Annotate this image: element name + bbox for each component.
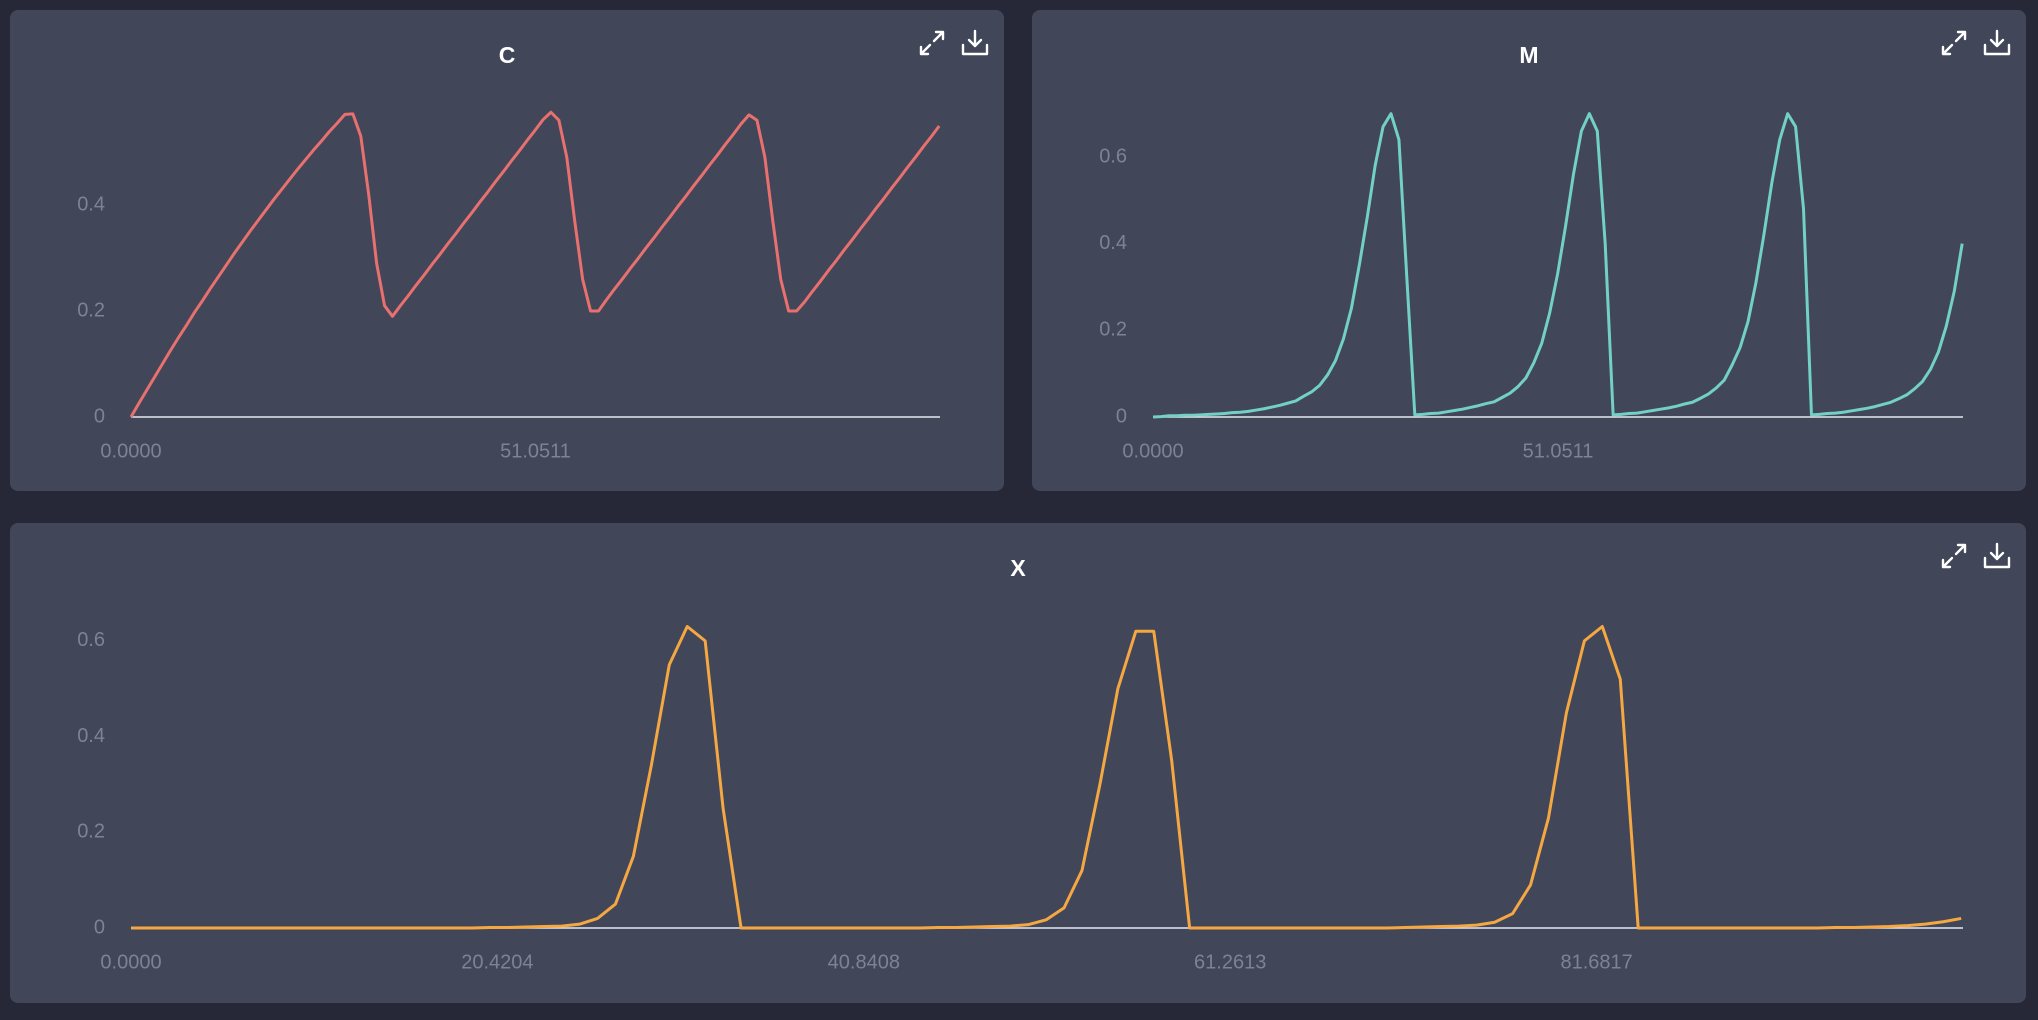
download-icon [961,29,989,56]
x-tick-label: 51.0511 [500,440,571,462]
expand-button[interactable] [1941,543,1967,569]
x-tick-label: 20.4204 [461,951,533,973]
x-tick-label: 0.0000 [1122,440,1183,462]
expand-icon [1941,543,1967,569]
chart-title: C [499,42,516,68]
expand-icon [919,30,945,56]
panel [10,10,1004,491]
x-tick-label: 0.0000 [100,951,161,973]
x-tick-label: 61.2613 [1194,951,1266,973]
x-tick-label: 0.0000 [100,440,161,462]
expand-button[interactable] [1941,30,1967,56]
x-tick-label: 51.0511 [1523,440,1594,462]
x-tick-label: 81.6817 [1560,951,1632,973]
y-tick-label: 0.4 [1099,232,1127,254]
expand-icon [1941,30,1967,56]
expand-button[interactable] [919,30,945,56]
download-button[interactable] [1983,29,2011,56]
panel [1032,10,2026,491]
x-tick-label: 40.8408 [828,951,900,973]
download-button[interactable] [1983,542,2011,569]
y-tick-label: 0 [94,405,105,427]
download-button[interactable] [961,29,989,56]
download-icon [1983,29,2011,56]
data-line [131,625,1962,930]
y-tick-label: 0.4 [77,725,105,747]
chart-title: M [1519,42,1538,68]
y-tick-label: 0.6 [1099,145,1127,167]
download-icon [1983,542,2011,569]
chart-title: X [1010,555,1026,581]
y-tick-label: 0.4 [77,193,105,215]
data-line [129,110,941,418]
panel [10,523,2026,1003]
y-tick-label: 0.2 [77,821,105,843]
y-tick-label: 0 [1116,405,1127,427]
y-tick-label: 0.2 [1099,319,1127,341]
y-tick-label: 0.2 [77,299,105,321]
y-tick-label: 0 [94,916,105,938]
data-line [1152,112,1964,419]
y-tick-label: 0.6 [77,629,105,651]
